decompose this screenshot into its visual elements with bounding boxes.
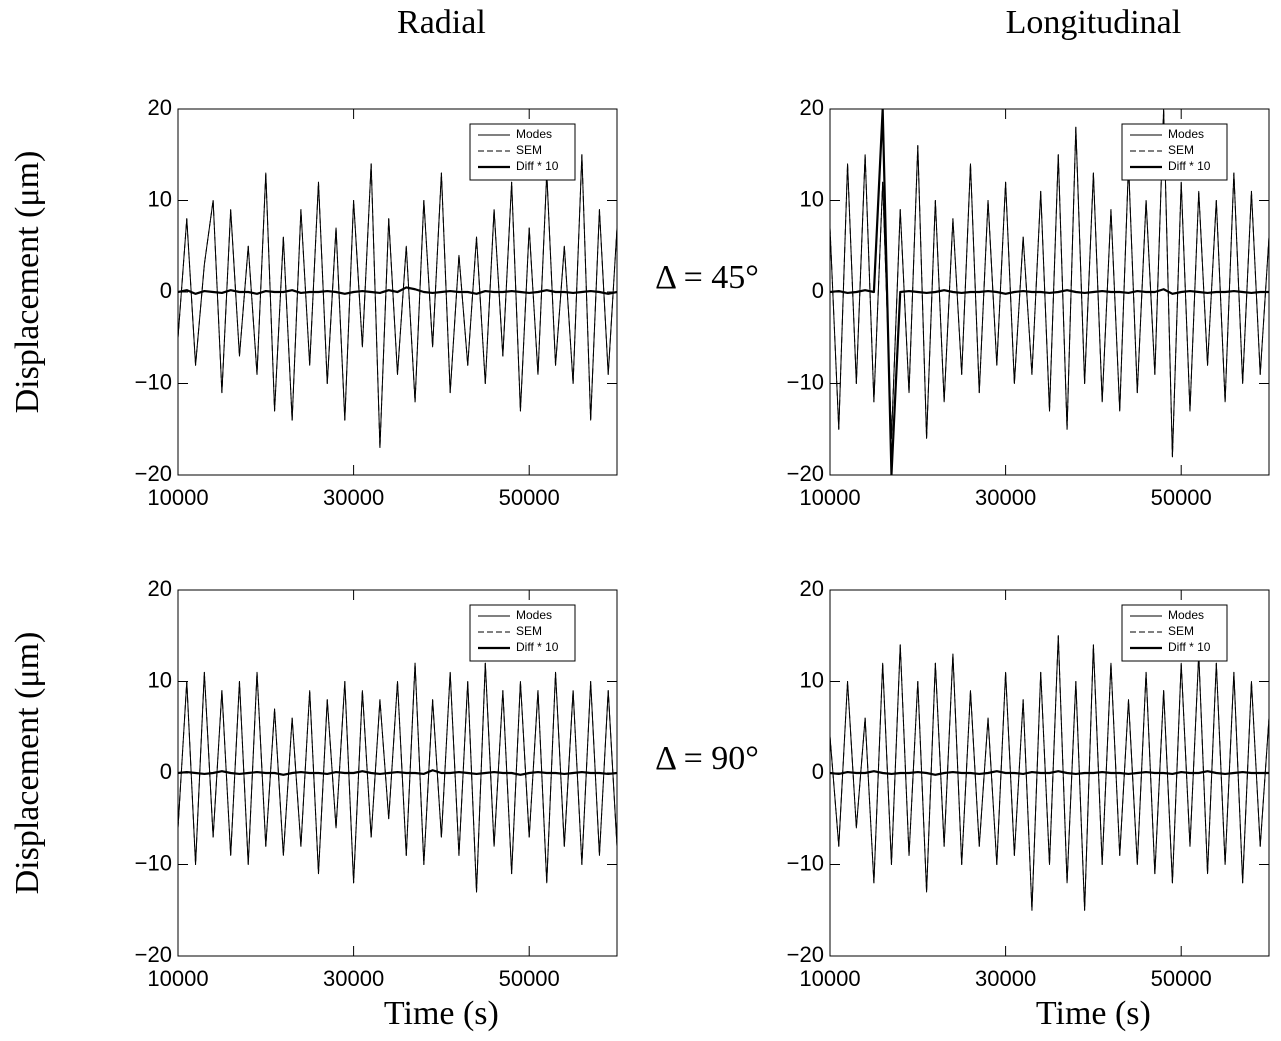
legend-label: Modes [1168, 608, 1204, 622]
y-tick-label: 20 [800, 95, 824, 120]
plot-frame [177, 589, 618, 957]
plot-frame [829, 108, 1270, 476]
legend-box [1121, 604, 1228, 662]
x-tick-label: 10000 [147, 966, 208, 991]
y-tick-label: −20 [787, 942, 824, 967]
x-tick-label: 50000 [499, 485, 560, 510]
y-tick-label: 20 [148, 95, 172, 120]
y-tick-label: −20 [787, 461, 824, 486]
y-tick-label: 0 [160, 759, 172, 784]
legend-label: Modes [516, 608, 552, 622]
legend-label: SEM [1168, 624, 1194, 638]
legend-box [469, 123, 576, 181]
panel: −20 −10 0 10 20 10000 30000 50000 Modes SEM Diff *… [787, 576, 1270, 1032]
x-tick-label: 50000 [1151, 485, 1212, 510]
x-axis-label: Time (s) [1036, 995, 1151, 1032]
plot-frame [829, 589, 1270, 957]
legend-label: Diff * 10 [1168, 640, 1211, 654]
legend-label: SEM [1168, 143, 1194, 157]
y-tick-label: −10 [787, 850, 824, 875]
panel-title: Longitudinal [1006, 4, 1182, 41]
legend-label: SEM [516, 624, 542, 638]
y-tick-label: −20 [135, 461, 172, 486]
legend-label: Modes [516, 127, 552, 141]
y-tick-label: 10 [800, 667, 824, 692]
y-tick-label: −10 [135, 850, 172, 875]
y-axis-label: Displacement (μm) [9, 151, 46, 414]
y-axis-label: Displacement (μm) [9, 632, 46, 895]
x-tick-label: 30000 [323, 485, 384, 510]
legend-box [1121, 123, 1228, 181]
series-line [830, 770, 1269, 776]
y-tick-label: −10 [787, 369, 824, 394]
series-line [178, 662, 617, 893]
legend-label: Diff * 10 [516, 640, 559, 654]
annotation: Δ = 90° [655, 740, 759, 777]
series-line [178, 662, 617, 893]
series-line [178, 769, 617, 776]
annotation: Δ = 45° [655, 259, 759, 296]
series-line [830, 109, 1269, 475]
y-tick-label: 10 [800, 186, 824, 211]
legend-label: Modes [1168, 127, 1204, 141]
y-tick-label: −10 [135, 369, 172, 394]
legend-label: Diff * 10 [516, 159, 559, 173]
y-tick-label: 20 [148, 576, 172, 601]
y-tick-label: 10 [148, 186, 172, 211]
x-tick-label: 10000 [147, 485, 208, 510]
y-tick-label: 20 [800, 576, 824, 601]
y-tick-label: 10 [148, 667, 172, 692]
y-tick-label: 0 [160, 278, 172, 303]
plot-frame [177, 108, 618, 476]
panel: −20 −10 0 10 20 10000 30000 50000 Modes SEM Diff *… [787, 4, 1270, 510]
x-tick-label: 50000 [499, 966, 560, 991]
panel-title: Radial [397, 4, 486, 41]
x-tick-label: 30000 [323, 966, 384, 991]
x-tick-label: 10000 [799, 485, 860, 510]
x-tick-label: 30000 [975, 485, 1036, 510]
legend-box [469, 604, 576, 662]
x-tick-label: 30000 [975, 966, 1036, 991]
panel: −20 −10 0 10 20 10000 30000 50000 Modes SEM Diff *… [9, 4, 759, 510]
series-line [178, 154, 617, 449]
y-tick-label: 0 [812, 278, 824, 303]
panel: −20 −10 0 10 20 10000 30000 50000 Modes SEM Diff *… [9, 576, 759, 1032]
series-line [178, 286, 617, 295]
series-line [830, 635, 1269, 911]
series-line [830, 109, 1269, 458]
x-tick-label: 50000 [1151, 966, 1212, 991]
x-tick-label: 10000 [799, 966, 860, 991]
y-tick-label: −20 [135, 942, 172, 967]
legend-label: Diff * 10 [1168, 159, 1211, 173]
x-axis-label: Time (s) [384, 995, 499, 1032]
y-tick-label: 0 [812, 759, 824, 784]
legend-label: SEM [516, 143, 542, 157]
